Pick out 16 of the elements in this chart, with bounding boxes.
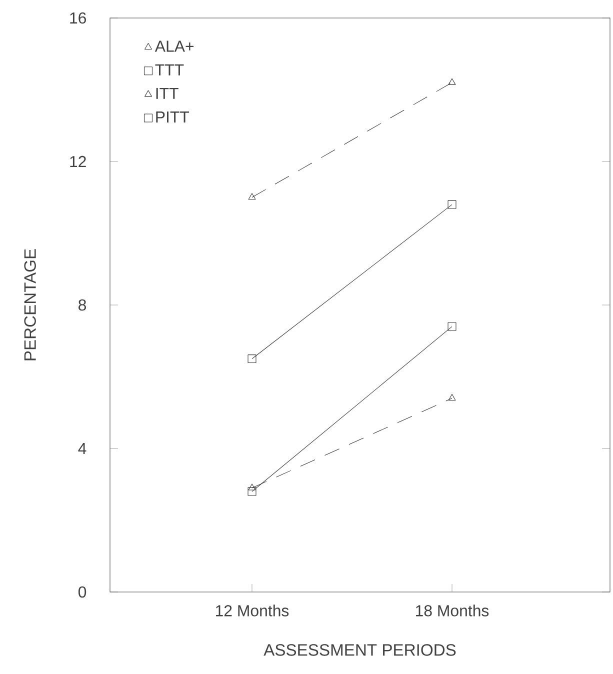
y-tick-label: 12	[70, 156, 86, 168]
x-axis-title: ASSESSMENT PERIODS	[264, 644, 456, 656]
legend-label: ALA+	[154, 40, 194, 52]
x-tick-label: 12 Months	[216, 604, 289, 616]
y-axis-title: PERCENTAGE	[24, 249, 36, 360]
point	[448, 200, 456, 209]
y-tick-label: 0	[78, 586, 86, 598]
legend-label: PITT	[156, 112, 190, 123]
y-tick-label: 16	[70, 12, 86, 24]
x-tick-label: 18 Months	[416, 604, 489, 616]
point	[448, 322, 456, 331]
legend-label: TTT	[155, 64, 184, 76]
point	[248, 354, 256, 364]
y-tick-label: 4	[78, 443, 86, 454]
legend-label: ITT	[156, 88, 178, 99]
y-tick-label: 8	[78, 299, 86, 311]
